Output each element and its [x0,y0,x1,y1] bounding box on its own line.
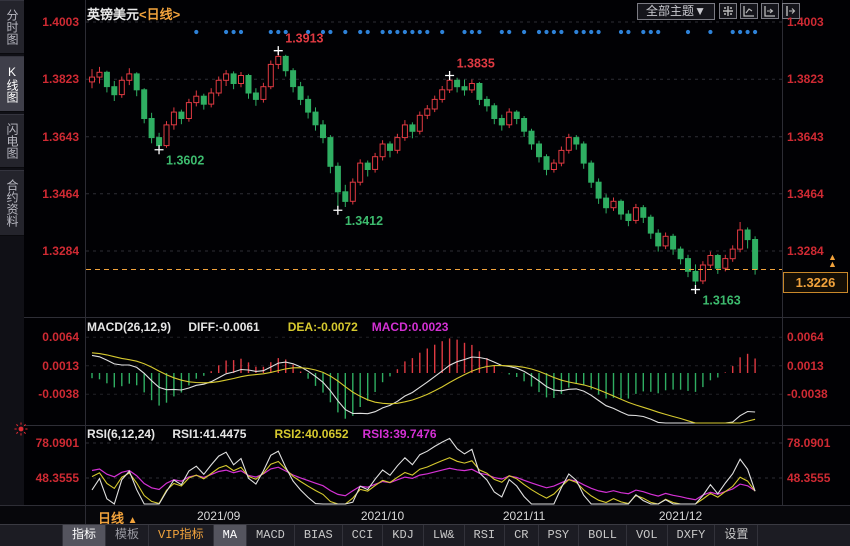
theme-dropdown-label: 全部主题 [646,4,695,18]
fit-width-icon [743,6,754,17]
price-tick-left-4: 1.3284 [42,244,79,258]
sidebar-item-0[interactable]: 分时图 [0,0,24,54]
tab-设置[interactable]: 设置 [715,525,759,546]
price-tick-right-4: 1.3284 [787,244,824,258]
live-alert-icon [14,422,28,436]
xaxis-cell-divider [85,506,86,524]
right-axis-border [782,0,783,505]
xaxis-label-2021/10: 2021/10 [360,509,405,523]
triangle-up-icon: ▲ [127,515,138,526]
left-axis-border [85,0,86,505]
period-flag[interactable]: 日线 ▲ [98,508,138,527]
svg-text:1.3835: 1.3835 [457,57,495,71]
tab-KDJ[interactable]: KDJ [383,525,424,546]
price-tick-right-3: 1.3464 [787,186,824,201]
xaxis-label-2021/11: 2021/11 [502,509,546,523]
rsi3-value: RSI3:39.7476 [362,427,437,441]
price-tick-left-1: 1.3823 [42,72,79,87]
tab-VIP指标[interactable]: VIP指标 [149,525,214,546]
chevron-down-icon: ▼ [694,4,706,18]
tab-BOLL[interactable]: BOLL [579,525,627,546]
macd-panel-divider [24,317,850,318]
svg-text:1.3412: 1.3412 [345,214,383,228]
period-flag-label: 日线 [98,511,125,526]
macd-dea-value: DEA:-0.0072 [287,320,358,334]
rsi-header: RSI(6,12,24) RSI1:41.4475 RSI2:40.0652 RSI… [87,427,451,441]
tab-VOL[interactable]: VOL [627,525,668,546]
price-tick-left-0: 1.4003 [42,15,79,29]
price-tick-right-2: 1.3643 [787,129,824,144]
chart-type-sidebar: 分时图 K线图 闪电图 合约资料 [0,0,24,505]
chart-title: 英镑美元<日线> [87,4,180,23]
macd-tick-left-1: 0.0013 [42,358,79,373]
price-tick-right-0: 1.4003 [787,15,824,29]
current-price-tag: 1.3226 [783,272,848,293]
price-tick-right-1: 1.3823 [787,72,824,87]
tab-BIAS[interactable]: BIAS [295,525,343,546]
macd-params: MACD(26,12,9) DIFF:-0.0061 [87,320,260,334]
sidebar-item-2[interactable]: 闪电图 [0,114,24,168]
rsi-tick-right-0: 78.0901 [787,436,831,450]
price-tick-left-3: 1.3464 [42,186,79,201]
pan-icon-button[interactable] [719,3,737,19]
indicator-tabbar: 指标 模板 VIP指标 MA MACD BIAS CCI KDJ LW& RSI CR PSY BOLL… [0,524,850,546]
svg-text:1.3163: 1.3163 [702,294,740,308]
tab-指标[interactable]: 指标 [62,525,107,546]
xaxis-divider [0,505,850,506]
macd-tick-left-0: 0.0064 [42,330,79,345]
tab-CCI[interactable]: CCI [343,525,384,546]
sidebar-item-3[interactable]: 合约资料 [0,170,24,236]
pan-icon [723,6,733,16]
page-right-icon [786,6,796,16]
tab-MACD[interactable]: MACD [247,525,295,546]
tab-RSI[interactable]: RSI [465,525,506,546]
tab-CR[interactable]: CR [505,525,539,546]
rsi-tick-left-0: 78.0901 [35,436,79,450]
rsi-panel-divider [24,425,850,426]
sidebar-item-1[interactable]: K线图 [0,56,24,112]
xaxis-row [0,506,850,524]
svg-text:1.3913: 1.3913 [285,32,323,46]
rsi-tick-right-1: 48.3555 [787,471,831,485]
scale-axis-icon [764,6,775,17]
xaxis-label-2021/12: 2021/12 [658,509,703,523]
macd-tick-right-2: -0.0038 [787,387,828,402]
page-right-button[interactable] [782,3,800,19]
scale-axis-button[interactable] [761,3,779,19]
xaxis-label-2021/09: 2021/09 [196,509,241,523]
fit-width-button[interactable] [740,3,758,19]
price-tick-left-2: 1.3643 [42,129,79,144]
macd-macd-value: MACD:0.0023 [371,320,449,334]
macd-header: MACD(26,12,9) DIFF:-0.0061 DEA:-0.0072 MAC… [87,320,462,334]
macd-tick-right-1: 0.0013 [787,358,824,373]
rsi-params: RSI(6,12,24) RSI1:41.4475 [87,427,247,441]
tab-PSY[interactable]: PSY [539,525,580,546]
svg-text:1.3602: 1.3602 [166,154,204,168]
period-name: <日线> [139,7,181,22]
price-up-arrow-icon: ▲ ▲ [828,252,837,269]
theme-dropdown[interactable]: 全部主题▼ [637,3,715,20]
macd-tick-right-0: 0.0064 [787,330,824,345]
rsi-tick-left-1: 48.3555 [35,471,79,485]
rsi2-value: RSI2:40.0652 [274,427,349,441]
tab-LW&[interactable]: LW& [424,525,465,546]
tab-模板[interactable]: 模板 [106,525,150,546]
tab-MA[interactable]: MA [213,525,248,546]
macd-tick-left-2: -0.0038 [38,387,79,402]
tab-DXFY[interactable]: DXFY [668,525,716,546]
symbol-name: 英镑美元 [87,7,140,22]
